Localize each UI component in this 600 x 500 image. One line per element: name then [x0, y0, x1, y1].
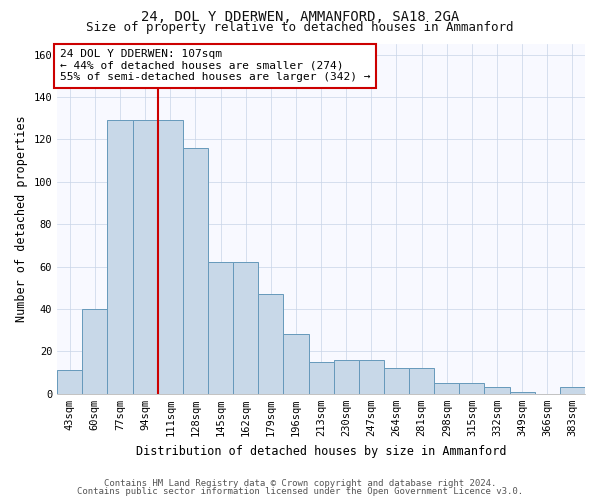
Text: Size of property relative to detached houses in Ammanford: Size of property relative to detached ho…	[86, 21, 514, 34]
Text: Contains HM Land Registry data © Crown copyright and database right 2024.: Contains HM Land Registry data © Crown c…	[104, 478, 496, 488]
Bar	[283, 334, 308, 394]
Bar	[57, 370, 82, 394]
Bar	[334, 360, 359, 394]
Bar	[384, 368, 409, 394]
Bar	[183, 148, 208, 394]
Bar	[359, 360, 384, 394]
Text: 24, DOL Y DDERWEN, AMMANFORD, SA18 2GA: 24, DOL Y DDERWEN, AMMANFORD, SA18 2GA	[141, 10, 459, 24]
Bar	[158, 120, 183, 394]
Bar	[434, 383, 460, 394]
Bar	[258, 294, 283, 394]
Bar	[208, 262, 233, 394]
Bar	[82, 309, 107, 394]
Bar	[560, 388, 585, 394]
Bar	[509, 392, 535, 394]
Text: 24 DOL Y DDERWEN: 107sqm
← 44% of detached houses are smaller (274)
55% of semi-: 24 DOL Y DDERWEN: 107sqm ← 44% of detach…	[60, 49, 370, 82]
Bar	[107, 120, 133, 394]
Bar	[233, 262, 258, 394]
Bar	[308, 362, 334, 394]
Bar	[409, 368, 434, 394]
Bar	[484, 388, 509, 394]
Bar	[133, 120, 158, 394]
Bar	[460, 383, 484, 394]
Y-axis label: Number of detached properties: Number of detached properties	[15, 116, 28, 322]
Text: Contains public sector information licensed under the Open Government Licence v3: Contains public sector information licen…	[77, 487, 523, 496]
X-axis label: Distribution of detached houses by size in Ammanford: Distribution of detached houses by size …	[136, 444, 506, 458]
